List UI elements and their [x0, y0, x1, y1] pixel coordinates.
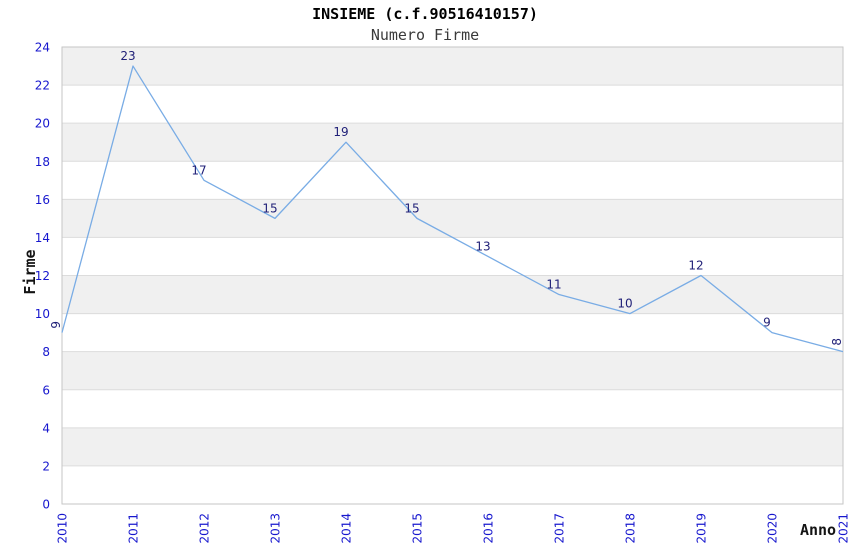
plot-band [62, 199, 843, 238]
y-tick-label: 8 [42, 345, 50, 359]
data-point-label: 17 [191, 163, 206, 177]
y-tick-label: 10 [35, 307, 50, 321]
y-tick-label: 20 [35, 117, 50, 131]
x-tick-label: 2021 [837, 513, 850, 544]
data-point-label: 15 [404, 201, 419, 215]
chart-title: INSIEME (c.f.90516410157) [312, 5, 538, 23]
data-point-label: 23 [120, 49, 135, 63]
x-tick-label: 2013 [269, 513, 283, 544]
data-point-label: 12 [688, 259, 703, 273]
data-point-label: 19 [333, 125, 348, 139]
data-point-label: 15 [262, 201, 277, 215]
plot-band [62, 351, 843, 390]
x-tick-label: 2012 [198, 513, 212, 544]
plot-band [62, 237, 843, 276]
x-tick-label: 2011 [127, 513, 141, 544]
plot-band [62, 465, 843, 504]
plot-band [62, 275, 843, 314]
y-tick-label: 0 [42, 498, 50, 512]
data-point-label: 13 [475, 239, 490, 253]
data-point-label: 10 [617, 297, 632, 311]
plot-band [62, 47, 843, 86]
data-point-label: 11 [546, 278, 561, 292]
x-tick-label: 2015 [411, 513, 425, 544]
plot-band [62, 161, 843, 200]
x-tick-label: 2014 [340, 513, 354, 544]
plot-band [62, 313, 843, 352]
x-tick-label: 2019 [695, 513, 709, 544]
plot-border [61, 46, 844, 505]
y-tick-label: 2 [42, 459, 50, 473]
y-tick-label: 22 [35, 79, 50, 93]
plot-band [62, 123, 843, 162]
x-tick-label: 2016 [482, 513, 496, 544]
data-point-label: 8 [830, 338, 844, 346]
y-tick-label: 18 [35, 155, 50, 169]
plot-band [62, 427, 843, 466]
x-tick-label: 2020 [766, 513, 780, 544]
plot-band [62, 389, 843, 428]
y-tick-label: 12 [35, 269, 50, 283]
data-point-label: 9 [49, 321, 63, 329]
x-tick-label: 2017 [553, 513, 567, 544]
y-tick-label: 14 [35, 231, 50, 245]
y-tick-label: 4 [42, 421, 50, 435]
y-tick-label: 6 [42, 383, 50, 397]
data-point-label: 9 [763, 316, 771, 330]
x-tick-label: 2018 [624, 513, 638, 544]
data-line [61, 65, 844, 353]
x-axis-title: Anno [799, 521, 837, 539]
y-tick-label: 24 [35, 41, 50, 55]
plot-band [62, 85, 843, 124]
x-tick-label: 2010 [56, 513, 70, 544]
chart-subtitle: Numero Firme [370, 26, 480, 44]
y-axis-title: Firme [21, 249, 39, 295]
y-tick-label: 16 [35, 193, 50, 207]
